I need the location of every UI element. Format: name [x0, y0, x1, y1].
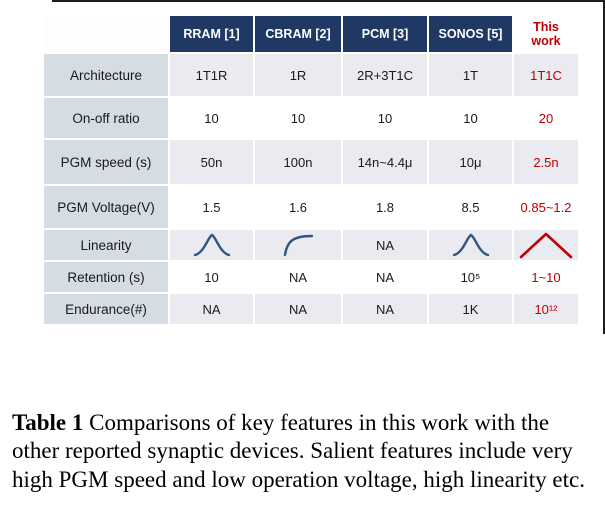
- caption-text: Comparisons of key features in this work…: [12, 410, 585, 492]
- cell: 2R+3T1C: [341, 52, 429, 98]
- table-row-endurance: Endurance(#) NA NA NA 1K 10¹²: [42, 292, 580, 326]
- cell: 1.8: [341, 184, 429, 230]
- table-row-onoff-ratio: On-off ratio 10 10 10 10 20: [42, 96, 580, 140]
- cell: 10μ: [427, 138, 514, 186]
- table-row-pgm-speed: PGM speed (s) 50n 100n 14n~4.4μ 10μ 2.5n: [42, 138, 580, 186]
- cell-linearity-pcm: NA: [341, 228, 429, 262]
- cell: 10: [253, 96, 343, 140]
- cell: 8.5: [427, 184, 514, 230]
- cell: 1T: [427, 52, 514, 98]
- row-label: PGM Voltage(V): [42, 184, 170, 230]
- table-row-pgm-voltage: PGM Voltage(V) 1.5 1.6 1.8 8.5 0.85~1.2: [42, 184, 580, 230]
- table-caption: Table 1 Comparisons of key features in t…: [12, 409, 594, 494]
- cell-linearity-this-work: [512, 228, 580, 262]
- cell: 10⁵: [427, 260, 514, 294]
- cell-this-work: 0.85~1.2: [512, 184, 580, 230]
- col-header-this-work: This work: [512, 14, 580, 54]
- corner-cell: [42, 14, 170, 54]
- col-header-rram: RRAM [1]: [168, 14, 255, 54]
- cell: 50n: [168, 138, 255, 186]
- col-header-cbram: CBRAM [2]: [253, 14, 343, 54]
- header-row: RRAM [1] CBRAM [2] PCM [3] SONOS [5] Thi…: [42, 14, 580, 54]
- row-label: Retention (s): [42, 260, 170, 294]
- comparison-table: RRAM [1] CBRAM [2] PCM [3] SONOS [5] Thi…: [42, 14, 580, 326]
- saturating-curve-icon: [283, 234, 314, 257]
- cell: NA: [253, 292, 343, 326]
- row-label: PGM speed (s): [42, 138, 170, 186]
- cell: 14n~4.4μ: [341, 138, 429, 186]
- table-row-linearity: Linearity NA: [42, 228, 580, 262]
- cell-linearity-sonos: [427, 228, 514, 262]
- cell: 100n: [253, 138, 343, 186]
- nonlinear-peak-curve-icon: [452, 233, 489, 257]
- comparison-table-wrapper: RRAM [1] CBRAM [2] PCM [3] SONOS [5] Thi…: [42, 14, 580, 326]
- cell: 1.5: [168, 184, 255, 230]
- cell-this-work: 1~10: [512, 260, 580, 294]
- cell: NA: [168, 292, 255, 326]
- cell-this-work: 20: [512, 96, 580, 140]
- cell-linearity-rram: [168, 228, 255, 262]
- cell: 1T1R: [168, 52, 255, 98]
- row-label: Linearity: [42, 228, 170, 262]
- cell: 10: [341, 96, 429, 140]
- linear-peak-curve-icon: [519, 232, 573, 259]
- cell: 1K: [427, 292, 514, 326]
- cell: 1.6: [253, 184, 343, 230]
- slide-border-right: [603, 0, 605, 334]
- row-label: Architecture: [42, 52, 170, 98]
- col-header-sonos: SONOS [5]: [427, 14, 514, 54]
- col-header-pcm: PCM [3]: [341, 14, 429, 54]
- cell: 10: [168, 260, 255, 294]
- cell-linearity-cbram: [253, 228, 343, 262]
- table-row-architecture: Architecture 1T1R 1R 2R+3T1C 1T 1T1C: [42, 52, 580, 98]
- slide-border-top: [52, 0, 605, 2]
- table-row-retention: Retention (s) 10 NA NA 10⁵ 1~10: [42, 260, 580, 294]
- cell: 1R: [253, 52, 343, 98]
- cell: NA: [341, 292, 429, 326]
- cell-this-work: 2.5n: [512, 138, 580, 186]
- cell: 10: [168, 96, 255, 140]
- cell-this-work: 10¹²: [512, 292, 580, 326]
- row-label: Endurance(#): [42, 292, 170, 326]
- cell-this-work: 1T1C: [512, 52, 580, 98]
- row-label: On-off ratio: [42, 96, 170, 140]
- cell: 10: [427, 96, 514, 140]
- nonlinear-peak-curve-icon: [193, 233, 230, 257]
- cell: NA: [253, 260, 343, 294]
- caption-label: Table 1: [12, 410, 84, 435]
- cell: NA: [341, 260, 429, 294]
